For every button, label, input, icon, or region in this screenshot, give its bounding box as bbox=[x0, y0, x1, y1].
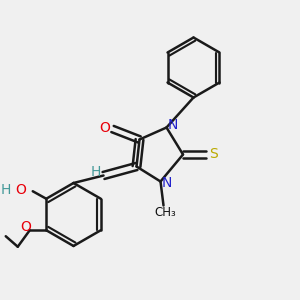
Text: N: N bbox=[161, 176, 172, 190]
Text: S: S bbox=[208, 148, 217, 161]
Text: N: N bbox=[167, 118, 178, 131]
Text: CH₃: CH₃ bbox=[154, 206, 176, 220]
Text: H: H bbox=[91, 166, 101, 179]
Text: O: O bbox=[100, 121, 110, 134]
Text: O: O bbox=[15, 183, 26, 197]
Text: O: O bbox=[20, 220, 31, 234]
Text: H: H bbox=[1, 183, 11, 197]
